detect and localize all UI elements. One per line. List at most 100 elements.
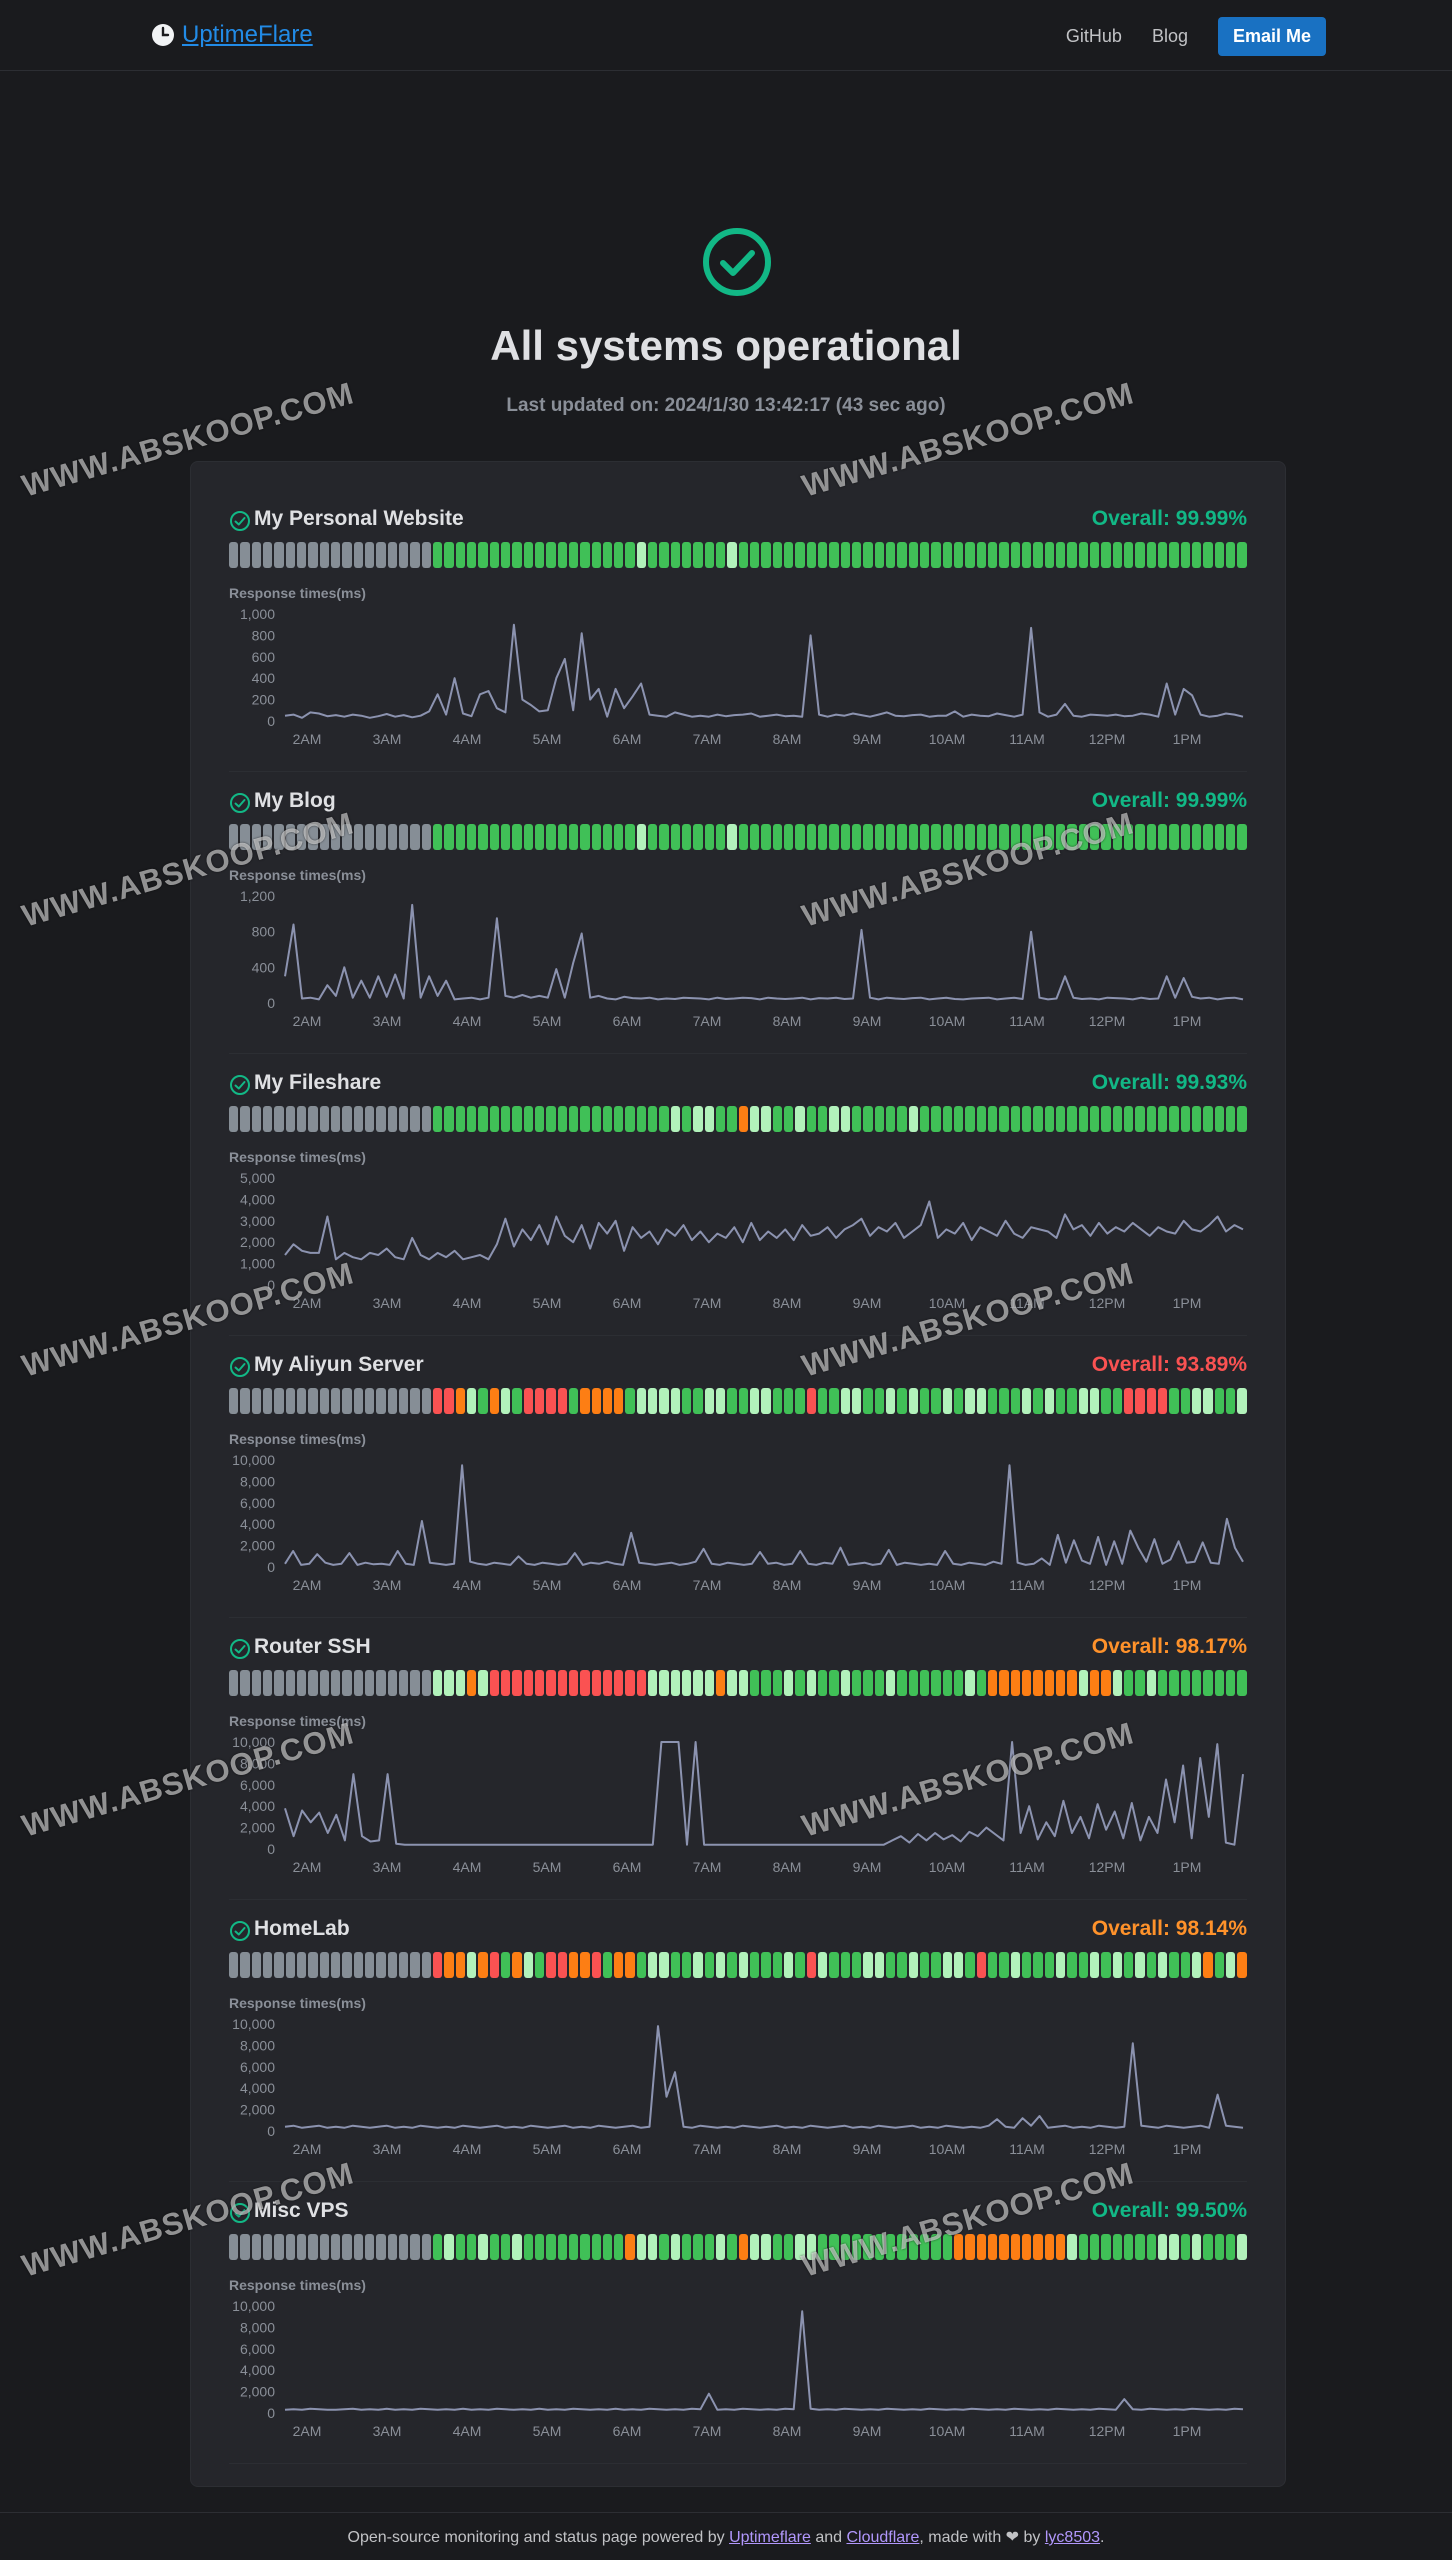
- status-bar[interactable]: [648, 824, 658, 850]
- status-bar[interactable]: [319, 542, 329, 568]
- status-bar[interactable]: [1180, 1388, 1190, 1414]
- status-bar[interactable]: [829, 1388, 839, 1414]
- status-bar[interactable]: [1067, 2234, 1077, 2260]
- status-bar[interactable]: [999, 1388, 1009, 1414]
- status-bar[interactable]: [444, 1106, 454, 1132]
- status-bar[interactable]: [693, 1106, 703, 1132]
- status-bar[interactable]: [874, 1670, 885, 1696]
- status-bar[interactable]: [478, 1952, 488, 1978]
- status-bar[interactable]: [999, 1670, 1009, 1696]
- status-bar[interactable]: [614, 1952, 624, 1978]
- status-bar[interactable]: [625, 824, 635, 850]
- status-bar[interactable]: [1021, 1388, 1032, 1414]
- status-bar[interactable]: [897, 2234, 907, 2260]
- status-bar[interactable]: [614, 1388, 624, 1414]
- status-bar[interactable]: [954, 824, 964, 850]
- status-bar[interactable]: [965, 1952, 975, 1978]
- status-bar[interactable]: [795, 1106, 805, 1132]
- status-bar[interactable]: [1033, 1388, 1043, 1414]
- status-bar[interactable]: [387, 1388, 397, 1414]
- status-bar[interactable]: [1191, 1670, 1202, 1696]
- status-bar[interactable]: [886, 1670, 896, 1696]
- status-bar[interactable]: [364, 1952, 375, 1978]
- status-bar[interactable]: [240, 542, 250, 568]
- status-bar[interactable]: [512, 1388, 522, 1414]
- status-bar[interactable]: [1214, 1952, 1224, 1978]
- status-bar[interactable]: [557, 824, 567, 850]
- status-bar[interactable]: [1157, 1388, 1168, 1414]
- status-bar[interactable]: [1078, 542, 1088, 568]
- status-bar[interactable]: [602, 1670, 613, 1696]
- status-bar[interactable]: [976, 2234, 986, 2260]
- status-bar[interactable]: [387, 1670, 397, 1696]
- status-bar[interactable]: [1180, 824, 1190, 850]
- status-bar[interactable]: [1101, 1952, 1111, 1978]
- status-bar[interactable]: [693, 1670, 703, 1696]
- status-bar[interactable]: [376, 2234, 386, 2260]
- status-bar[interactable]: [976, 1388, 986, 1414]
- status-bar[interactable]: [716, 2234, 726, 2260]
- status-bar[interactable]: [444, 824, 454, 850]
- status-bar[interactable]: [795, 2234, 805, 2260]
- status-bar[interactable]: [987, 1106, 998, 1132]
- status-bar[interactable]: [353, 1952, 363, 1978]
- status-bar[interactable]: [580, 1670, 590, 1696]
- status-bar[interactable]: [319, 1388, 329, 1414]
- status-bar[interactable]: [342, 1106, 352, 1132]
- status-bar[interactable]: [330, 1670, 341, 1696]
- status-bar[interactable]: [1214, 824, 1224, 850]
- status-bar[interactable]: [852, 1106, 862, 1132]
- status-bar[interactable]: [285, 1952, 295, 1978]
- status-bar[interactable]: [908, 824, 919, 850]
- status-bar[interactable]: [863, 824, 873, 850]
- status-bar[interactable]: [716, 1388, 726, 1414]
- status-bar[interactable]: [1010, 1952, 1020, 1978]
- status-bar[interactable]: [761, 1106, 771, 1132]
- status-bar[interactable]: [704, 1106, 715, 1132]
- status-bar[interactable]: [1157, 2234, 1168, 2260]
- status-bar[interactable]: [262, 1670, 273, 1696]
- status-bar[interactable]: [682, 1670, 692, 1696]
- status-bar[interactable]: [1021, 1670, 1032, 1696]
- status-bar[interactable]: [806, 1670, 817, 1696]
- status-bar[interactable]: [874, 542, 885, 568]
- status-bar[interactable]: [353, 2234, 363, 2260]
- status-bar[interactable]: [738, 1388, 749, 1414]
- status-bar[interactable]: [1180, 1670, 1190, 1696]
- status-bar[interactable]: [229, 1670, 239, 1696]
- status-bar[interactable]: [965, 1388, 975, 1414]
- status-bar[interactable]: [942, 2234, 952, 2260]
- status-bar[interactable]: [738, 824, 749, 850]
- status-bar[interactable]: [1146, 1670, 1156, 1696]
- status-bar[interactable]: [455, 1106, 465, 1132]
- status-bar[interactable]: [682, 1952, 692, 1978]
- status-bar[interactable]: [500, 1106, 511, 1132]
- status-bar[interactable]: [1203, 1670, 1213, 1696]
- status-bar[interactable]: [931, 1106, 941, 1132]
- status-bar[interactable]: [1214, 1670, 1224, 1696]
- status-bar[interactable]: [353, 1106, 363, 1132]
- status-bar[interactable]: [1157, 1106, 1168, 1132]
- status-bar[interactable]: [353, 824, 363, 850]
- status-bar[interactable]: [1180, 1952, 1190, 1978]
- status-bar[interactable]: [274, 1106, 284, 1132]
- status-bar[interactable]: [625, 1106, 635, 1132]
- status-bar[interactable]: [489, 542, 499, 568]
- status-bar[interactable]: [874, 824, 885, 850]
- status-bar[interactable]: [262, 1952, 273, 1978]
- status-bar[interactable]: [920, 1106, 930, 1132]
- status-bar[interactable]: [874, 1106, 885, 1132]
- status-bar[interactable]: [1169, 1106, 1179, 1132]
- status-bar[interactable]: [965, 1106, 975, 1132]
- status-bar[interactable]: [1044, 1670, 1054, 1696]
- status-bar[interactable]: [920, 824, 930, 850]
- status-bar[interactable]: [920, 1952, 930, 1978]
- status-bar[interactable]: [274, 542, 284, 568]
- status-bar[interactable]: [376, 1388, 386, 1414]
- status-bar[interactable]: [716, 542, 726, 568]
- status-bar[interactable]: [784, 1952, 794, 1978]
- status-bar[interactable]: [444, 1952, 454, 1978]
- status-bar[interactable]: [795, 824, 805, 850]
- status-bar[interactable]: [1123, 542, 1134, 568]
- status-bar[interactable]: [557, 1388, 567, 1414]
